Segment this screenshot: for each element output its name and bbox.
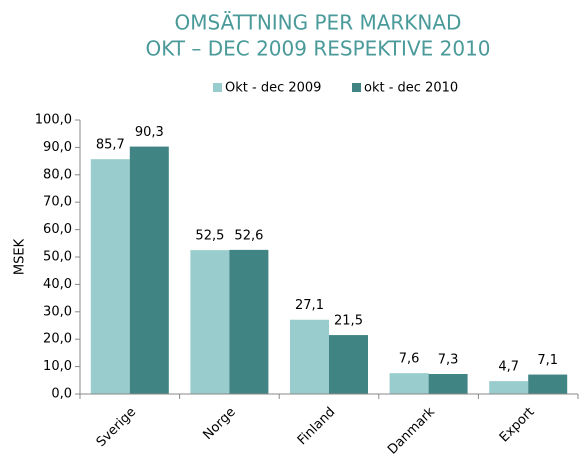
legend-swatch — [213, 83, 222, 92]
x-tick-label: Danmark — [385, 404, 438, 457]
data-label: 52,6 — [234, 228, 263, 243]
x-tick-label: Sverige — [94, 405, 139, 450]
data-label: 7,3 — [438, 352, 459, 367]
y-tick-label: 90,0 — [43, 140, 72, 155]
y-tick-label: 70,0 — [43, 195, 72, 210]
y-tick-label: 0,0 — [51, 387, 72, 402]
y-tick-label: 10,0 — [43, 359, 72, 374]
x-tick-label: Norge — [200, 405, 238, 443]
y-axis-label: MSEK — [13, 238, 28, 275]
bar — [329, 335, 368, 394]
legend-swatch — [352, 83, 361, 92]
y-tick-label: 100,0 — [35, 113, 72, 128]
y-tick-label: 30,0 — [43, 304, 72, 319]
data-label: 7,6 — [399, 352, 420, 367]
data-label: 7,1 — [537, 353, 558, 368]
data-label: 21,5 — [334, 314, 363, 329]
data-label: 4,7 — [498, 360, 519, 375]
y-tick-label: 50,0 — [43, 250, 72, 265]
bar — [290, 319, 329, 394]
data-label: 27,1 — [295, 298, 324, 313]
bar — [229, 249, 269, 394]
legend-label: Okt - dec 2009 — [225, 81, 321, 96]
x-tick-label: Export — [497, 405, 538, 446]
y-tick-label: 40,0 — [43, 277, 72, 292]
legend-label: okt - dec 2010 — [364, 81, 458, 96]
chart-title: OMSÄTTNING PER MARKNAD — [175, 11, 462, 35]
bar — [129, 146, 169, 394]
bar — [528, 374, 568, 394]
data-label: 85,7 — [96, 138, 125, 153]
x-tick-label: Finland — [295, 405, 338, 448]
y-tick-label: 80,0 — [43, 167, 72, 182]
bar — [90, 159, 130, 394]
bar — [428, 373, 468, 394]
chart-subtitle: OKT – DEC 2009 RESPEKTIVE 2010 — [145, 37, 490, 61]
data-label: 52,5 — [195, 229, 224, 244]
bar — [190, 250, 230, 394]
bar — [389, 373, 429, 394]
y-tick-label: 60,0 — [43, 222, 72, 237]
bar — [489, 381, 529, 394]
y-tick-label: 20,0 — [43, 332, 72, 347]
data-label: 90,3 — [135, 125, 164, 140]
